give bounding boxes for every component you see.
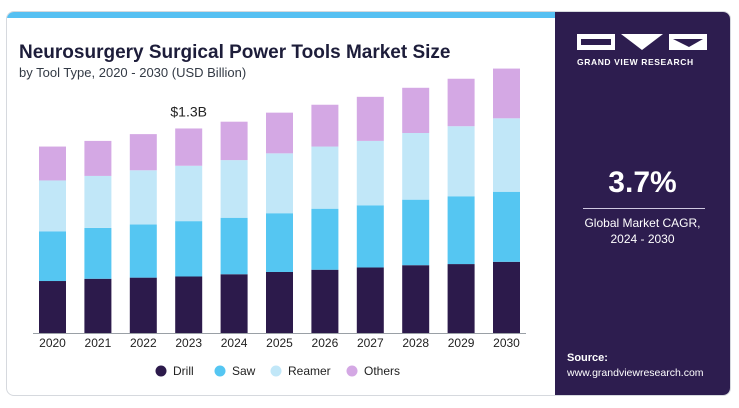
bar-reamer-2022 xyxy=(129,170,157,225)
bar-reamer-2020 xyxy=(39,180,66,232)
bar-drill-2023 xyxy=(175,276,203,333)
accent-bar xyxy=(7,12,555,18)
bar-saw-2029 xyxy=(447,196,475,265)
bar-reamer-2030 xyxy=(493,118,520,192)
bar-others-2030 xyxy=(493,68,520,119)
bar-reamer-2023 xyxy=(175,165,203,222)
bar-others-2027 xyxy=(356,96,384,141)
bar-saw-2026 xyxy=(311,208,339,270)
bar-reamer-2025 xyxy=(266,153,293,214)
legend-item-saw: Saw xyxy=(214,364,256,378)
cagr-value: 3.7% xyxy=(608,166,677,199)
x-tick-label: 2027 xyxy=(357,336,384,350)
cagr-label-line1: Global Market CAGR, xyxy=(584,216,701,230)
bar-saw-2028 xyxy=(402,199,430,266)
legend-swatch xyxy=(270,365,282,377)
bar-saw-2021 xyxy=(84,227,112,279)
bar-others-2024 xyxy=(220,121,248,161)
bar-drill-2029 xyxy=(447,264,475,333)
cagr-label-line2: 2024 - 2030 xyxy=(610,232,675,246)
x-tick-label: 2025 xyxy=(266,336,293,350)
x-tick-label: 2028 xyxy=(402,336,429,350)
bar-others-2023 xyxy=(175,128,203,166)
chart-subtitle: by Tool Type, 2020 - 2030 (USD Billion) xyxy=(19,65,247,80)
bar-others-2020 xyxy=(39,146,66,181)
bar-saw-2030 xyxy=(493,191,520,262)
legend-item-reamer: Reamer xyxy=(270,364,331,378)
brand-name: GRAND VIEW RESEARCH xyxy=(577,57,694,67)
bar-drill-2025 xyxy=(266,271,293,333)
bar-saw-2022 xyxy=(129,224,157,278)
bar-drill-2026 xyxy=(311,269,339,333)
bar-saw-2027 xyxy=(356,205,384,268)
legend-item-others: Others xyxy=(346,364,400,378)
grand-view-research-logo: GRAND VIEW RESEARCH xyxy=(577,30,707,67)
bar-drill-2021 xyxy=(84,278,112,333)
x-tick-label: 2021 xyxy=(85,336,112,350)
legend-swatch xyxy=(346,365,358,377)
x-tick-label: 2020 xyxy=(39,336,66,350)
x-tick-label: 2029 xyxy=(448,336,475,350)
bar-drill-2030 xyxy=(493,261,520,333)
bar-reamer-2026 xyxy=(311,146,339,209)
bar-drill-2027 xyxy=(356,267,384,333)
stacked-bar-chart: 2020 2021 2022 2023 2024 2025 2026 2027 2028 2029… xyxy=(33,68,526,378)
chart-title: Neurosurgery Surgical Power Tools Market… xyxy=(19,42,451,63)
info-panel: GRAND VIEW RESEARCH 3.7% Global Market C… xyxy=(555,12,730,395)
legend-swatch xyxy=(155,365,167,377)
bar-drill-2022 xyxy=(129,277,157,333)
bar-others-2022 xyxy=(129,134,157,171)
bar-others-2025 xyxy=(266,112,293,154)
x-tick-label: 2030 xyxy=(493,336,520,350)
bar-drill-2024 xyxy=(220,274,248,333)
divider xyxy=(583,208,705,209)
chart-card: Neurosurgery Surgical Power Tools Market… xyxy=(6,11,731,396)
x-tick-label: 2026 xyxy=(312,336,339,350)
bar-others-2029 xyxy=(447,78,475,127)
bar-reamer-2027 xyxy=(356,140,384,206)
cagr-label: Global Market CAGR, 2024 - 2030 xyxy=(555,215,730,247)
bar-reamer-2024 xyxy=(220,160,248,218)
bar-others-2028 xyxy=(402,87,430,133)
bar-saw-2025 xyxy=(266,213,293,272)
bar-saw-2023 xyxy=(175,221,203,277)
legend-label: Saw xyxy=(232,364,256,378)
legend-swatch xyxy=(214,365,226,377)
legend-item-drill: Drill xyxy=(155,364,194,378)
bar-reamer-2021 xyxy=(84,175,112,228)
x-tick-label: 2022 xyxy=(130,336,157,350)
bar-others-2026 xyxy=(311,104,339,147)
bar-reamer-2028 xyxy=(402,132,430,200)
bar-saw-2020 xyxy=(39,231,66,282)
x-tick-label: 2023 xyxy=(175,336,202,350)
bar-reamer-2029 xyxy=(447,126,475,197)
data-label-2023: $1.3B xyxy=(170,103,207,119)
source-label: Source: xyxy=(567,352,608,364)
legend-label: Others xyxy=(364,364,400,378)
legend-label: Reamer xyxy=(288,364,331,378)
x-tick-label: 2024 xyxy=(221,336,248,350)
bar-others-2021 xyxy=(84,140,112,176)
source-link[interactable]: www.grandviewresearch.com xyxy=(567,367,704,379)
bar-drill-2020 xyxy=(39,281,66,333)
bar-saw-2024 xyxy=(220,217,248,275)
bar-drill-2028 xyxy=(402,265,430,333)
legend-label: Drill xyxy=(173,364,194,378)
logo-mark-icon xyxy=(577,34,707,50)
